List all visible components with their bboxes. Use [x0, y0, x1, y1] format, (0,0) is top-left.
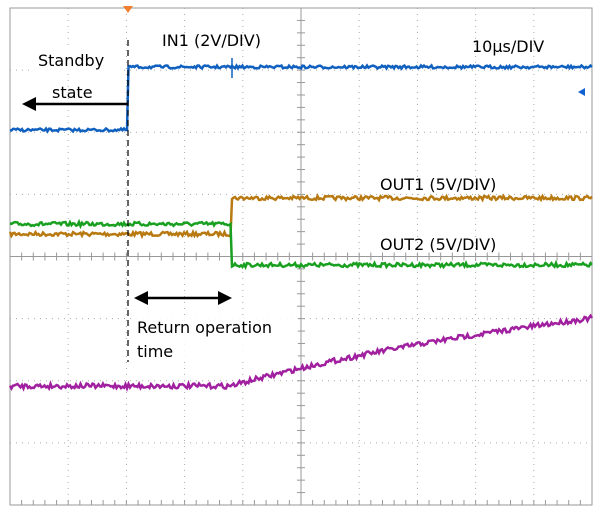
standby-label: Standby	[38, 51, 104, 70]
arrow-head	[22, 97, 36, 111]
label-bg	[30, 48, 124, 72]
in1-trace	[9, 63, 593, 134]
return-label: Return operation	[137, 318, 272, 337]
state-label: state	[52, 83, 93, 102]
in1-label: IN1 (2V/DIV)	[162, 31, 261, 50]
trigger-marker	[123, 6, 133, 13]
out2-trace	[9, 218, 593, 270]
out1-trace	[8, 193, 593, 240]
label-bg	[134, 316, 298, 360]
out2-label: OUT2 (5V/DIV)	[380, 235, 496, 254]
arrow-head	[134, 291, 148, 305]
timebase-label: 10μs/DIV	[472, 37, 544, 56]
purple-trace	[8, 313, 594, 393]
level-marker	[578, 88, 585, 96]
out1-label: OUT1 (5V/DIV)	[380, 175, 496, 194]
arrow-head	[218, 291, 232, 305]
traces	[8, 58, 594, 393]
return-label: time	[137, 342, 173, 361]
